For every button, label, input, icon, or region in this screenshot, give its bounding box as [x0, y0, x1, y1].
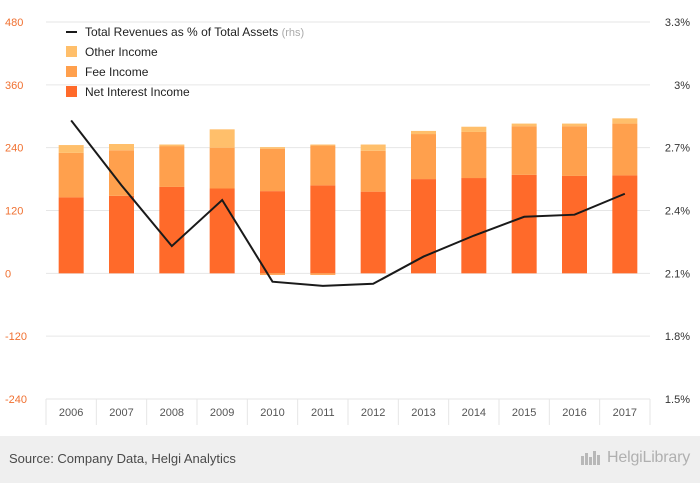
legend-label-net-interest-income: Net Interest Income — [85, 85, 190, 99]
right-tick-label: 2.4% — [665, 206, 690, 218]
x-tick-label: 2007 — [109, 407, 133, 419]
x-tick-label: 2015 — [512, 407, 536, 419]
source-note: Source: Company Data, Helgi Analytics — [9, 451, 236, 466]
right-tick-label: 2.1% — [665, 268, 690, 280]
bar-other-income — [260, 147, 285, 149]
bar-other-income — [612, 118, 638, 124]
line-total-revenues — [70, 119, 626, 287]
legend-swatch-fee-income — [66, 66, 77, 77]
line-series — [70, 119, 626, 287]
bar-fee-income — [310, 145, 336, 186]
x-tick-label: 2009 — [210, 407, 234, 419]
x-tick-label: 2011 — [311, 407, 335, 419]
right-tick-label: 1.8% — [665, 331, 690, 343]
bar-net-interest-income — [461, 178, 487, 274]
bar-series — [58, 118, 638, 275]
library-icon — [581, 451, 601, 465]
x-tick-label: 2006 — [59, 407, 83, 419]
left-tick-label: 0 — [5, 268, 11, 280]
x-tick-label: 2016 — [562, 407, 586, 419]
bar-negative-fee-income — [310, 273, 336, 275]
left-axis: -240 -120 0 120 240 360 480 — [5, 17, 27, 406]
right-tick-label: 1.5% — [665, 394, 690, 406]
left-tick-label: 240 — [5, 143, 23, 155]
x-tick-label: 2013 — [411, 407, 435, 419]
bar-net-interest-income — [58, 197, 84, 274]
bar-fee-income — [360, 150, 386, 192]
footer: Source: Company Data, Helgi Analytics He… — [0, 436, 700, 483]
bar-other-income — [58, 145, 84, 153]
bar-other-income — [511, 123, 537, 127]
bar-net-interest-income — [310, 185, 336, 274]
right-axis: 1.5% 1.8% 2.1% 2.4% 2.7% 3% 3.3% — [665, 17, 690, 406]
bar-other-income — [461, 126, 487, 132]
bar-fee-income — [209, 147, 235, 189]
left-tick-label: -240 — [5, 394, 27, 406]
brand-logo: HelgiLibrary — [580, 449, 690, 467]
legend-swatch-other-income — [66, 46, 77, 57]
bar-fee-income — [159, 146, 185, 187]
x-tick-label: 2008 — [160, 407, 184, 419]
legend-label-line: Total Revenues as % of Total Assets (rhs… — [85, 25, 304, 39]
bar-fee-income — [562, 126, 587, 176]
x-tick-label: 2014 — [462, 407, 486, 419]
brand-name: HelgiLibrary — [607, 449, 690, 466]
legend-rhs-note: (rhs) — [282, 27, 305, 39]
x-tick-label: 2010 — [260, 407, 284, 419]
bar-other-income — [209, 129, 235, 148]
bar-other-income — [109, 144, 134, 151]
left-tick-label: 480 — [5, 17, 23, 29]
right-tick-label: 3% — [674, 80, 690, 92]
x-tick-label: 2017 — [613, 407, 637, 419]
bar-net-interest-income — [511, 174, 537, 274]
bar-fee-income — [511, 126, 537, 175]
revenue-chart: -240 -120 0 120 240 360 480 1.5% 1.8% 2.1% 2.4% 2.… — [5, 17, 690, 425]
bar-net-interest-income — [159, 186, 185, 274]
bar-fee-income — [612, 123, 638, 176]
legend-label-other-income: Other Income — [85, 45, 158, 59]
bar-net-interest-income — [562, 175, 587, 274]
left-tick-label: 360 — [5, 80, 23, 92]
bar-net-interest-income — [612, 175, 638, 274]
bar-net-interest-income — [360, 191, 386, 274]
bar-other-income — [159, 144, 185, 147]
legend-label-fee-income: Fee Income — [85, 65, 149, 79]
bar-other-income — [562, 123, 587, 127]
bar-net-interest-income — [411, 179, 436, 274]
bar-net-interest-income — [260, 191, 285, 274]
bar-negative-fee-income — [260, 273, 285, 275]
x-tick-label: 2012 — [361, 407, 385, 419]
bar-net-interest-income — [209, 188, 235, 274]
legend: Total Revenues as % of Total Assets (rhs… — [66, 25, 304, 99]
bar-fee-income — [461, 131, 487, 179]
legend-swatch-net-interest-income — [66, 86, 77, 97]
right-tick-label: 2.7% — [665, 143, 690, 155]
bar-other-income — [360, 144, 386, 151]
bar-fee-income — [58, 152, 84, 198]
x-axis: 2006 2007 2008 2009 2010 2011 2012 2013 2014 2015… — [59, 407, 637, 419]
left-tick-label: 120 — [5, 206, 23, 218]
bar-fee-income — [411, 134, 436, 180]
bar-other-income — [411, 130, 436, 135]
right-tick-label: 3.3% — [665, 17, 690, 29]
grid-lines — [45, 21, 651, 425]
left-tick-label: -120 — [5, 331, 27, 343]
bar-net-interest-income — [109, 195, 134, 274]
bar-fee-income — [260, 148, 285, 192]
bar-other-income — [310, 144, 336, 146]
